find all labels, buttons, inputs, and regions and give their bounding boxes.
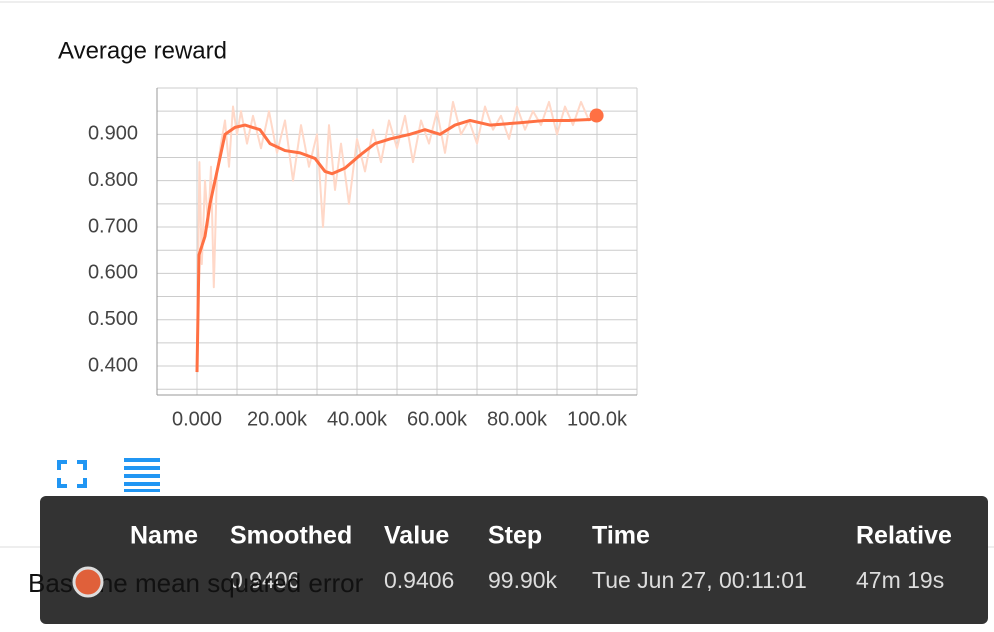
tooltip-header: Step: [488, 522, 542, 550]
run-swatch: [72, 566, 104, 598]
x-tick-label: 40.00k: [327, 408, 388, 430]
tooltip-header: Name: [130, 522, 198, 550]
fullscreen-icon[interactable]: [57, 460, 87, 488]
tooltip-cell: 0.9406: [384, 567, 454, 593]
x-tick-label: 100.0k: [567, 408, 628, 430]
tooltip-header: Relative: [856, 522, 952, 550]
y-tick-label: 0.400: [88, 354, 138, 376]
x-tick-label: 0.000: [172, 408, 222, 430]
y-tick-label: 0.900: [88, 123, 138, 145]
tooltip-header: Value: [384, 522, 449, 550]
x-tick-label: 60.00k: [407, 408, 468, 430]
tooltip-header: Time: [592, 522, 650, 550]
plot: 0.400 0.500 0.600 0.700 0.800 0.900 0.000 20.00…: [88, 87, 638, 430]
x-tick-label: 80.00k: [487, 408, 548, 430]
tooltip-header: Smoothed: [230, 522, 352, 550]
tooltip-cell: 0.9406: [230, 567, 300, 593]
y-tick-label: 0.700: [88, 215, 138, 237]
x-tick-label: 20.00k: [247, 408, 308, 430]
y-tick-label: 0.500: [88, 308, 138, 330]
tooltip: [40, 496, 988, 624]
smoothed-line: [195, 114, 598, 373]
tooltip-content: Name Smoothed Value Step Time Relative 0.9406 0…: [130, 522, 952, 593]
y-tick-label: 0.800: [88, 169, 138, 191]
chart-title: Average reward: [58, 37, 227, 64]
data-table-icon[interactable]: [124, 458, 160, 492]
hover-point: [589, 108, 604, 123]
tooltip-cell: 99.90k: [488, 567, 558, 593]
y-tick-label: 0.600: [88, 262, 138, 284]
tooltip-cell: Tue Jun 27, 00:11:01: [592, 567, 807, 593]
tooltip-cell: 47m 19s: [856, 567, 944, 593]
